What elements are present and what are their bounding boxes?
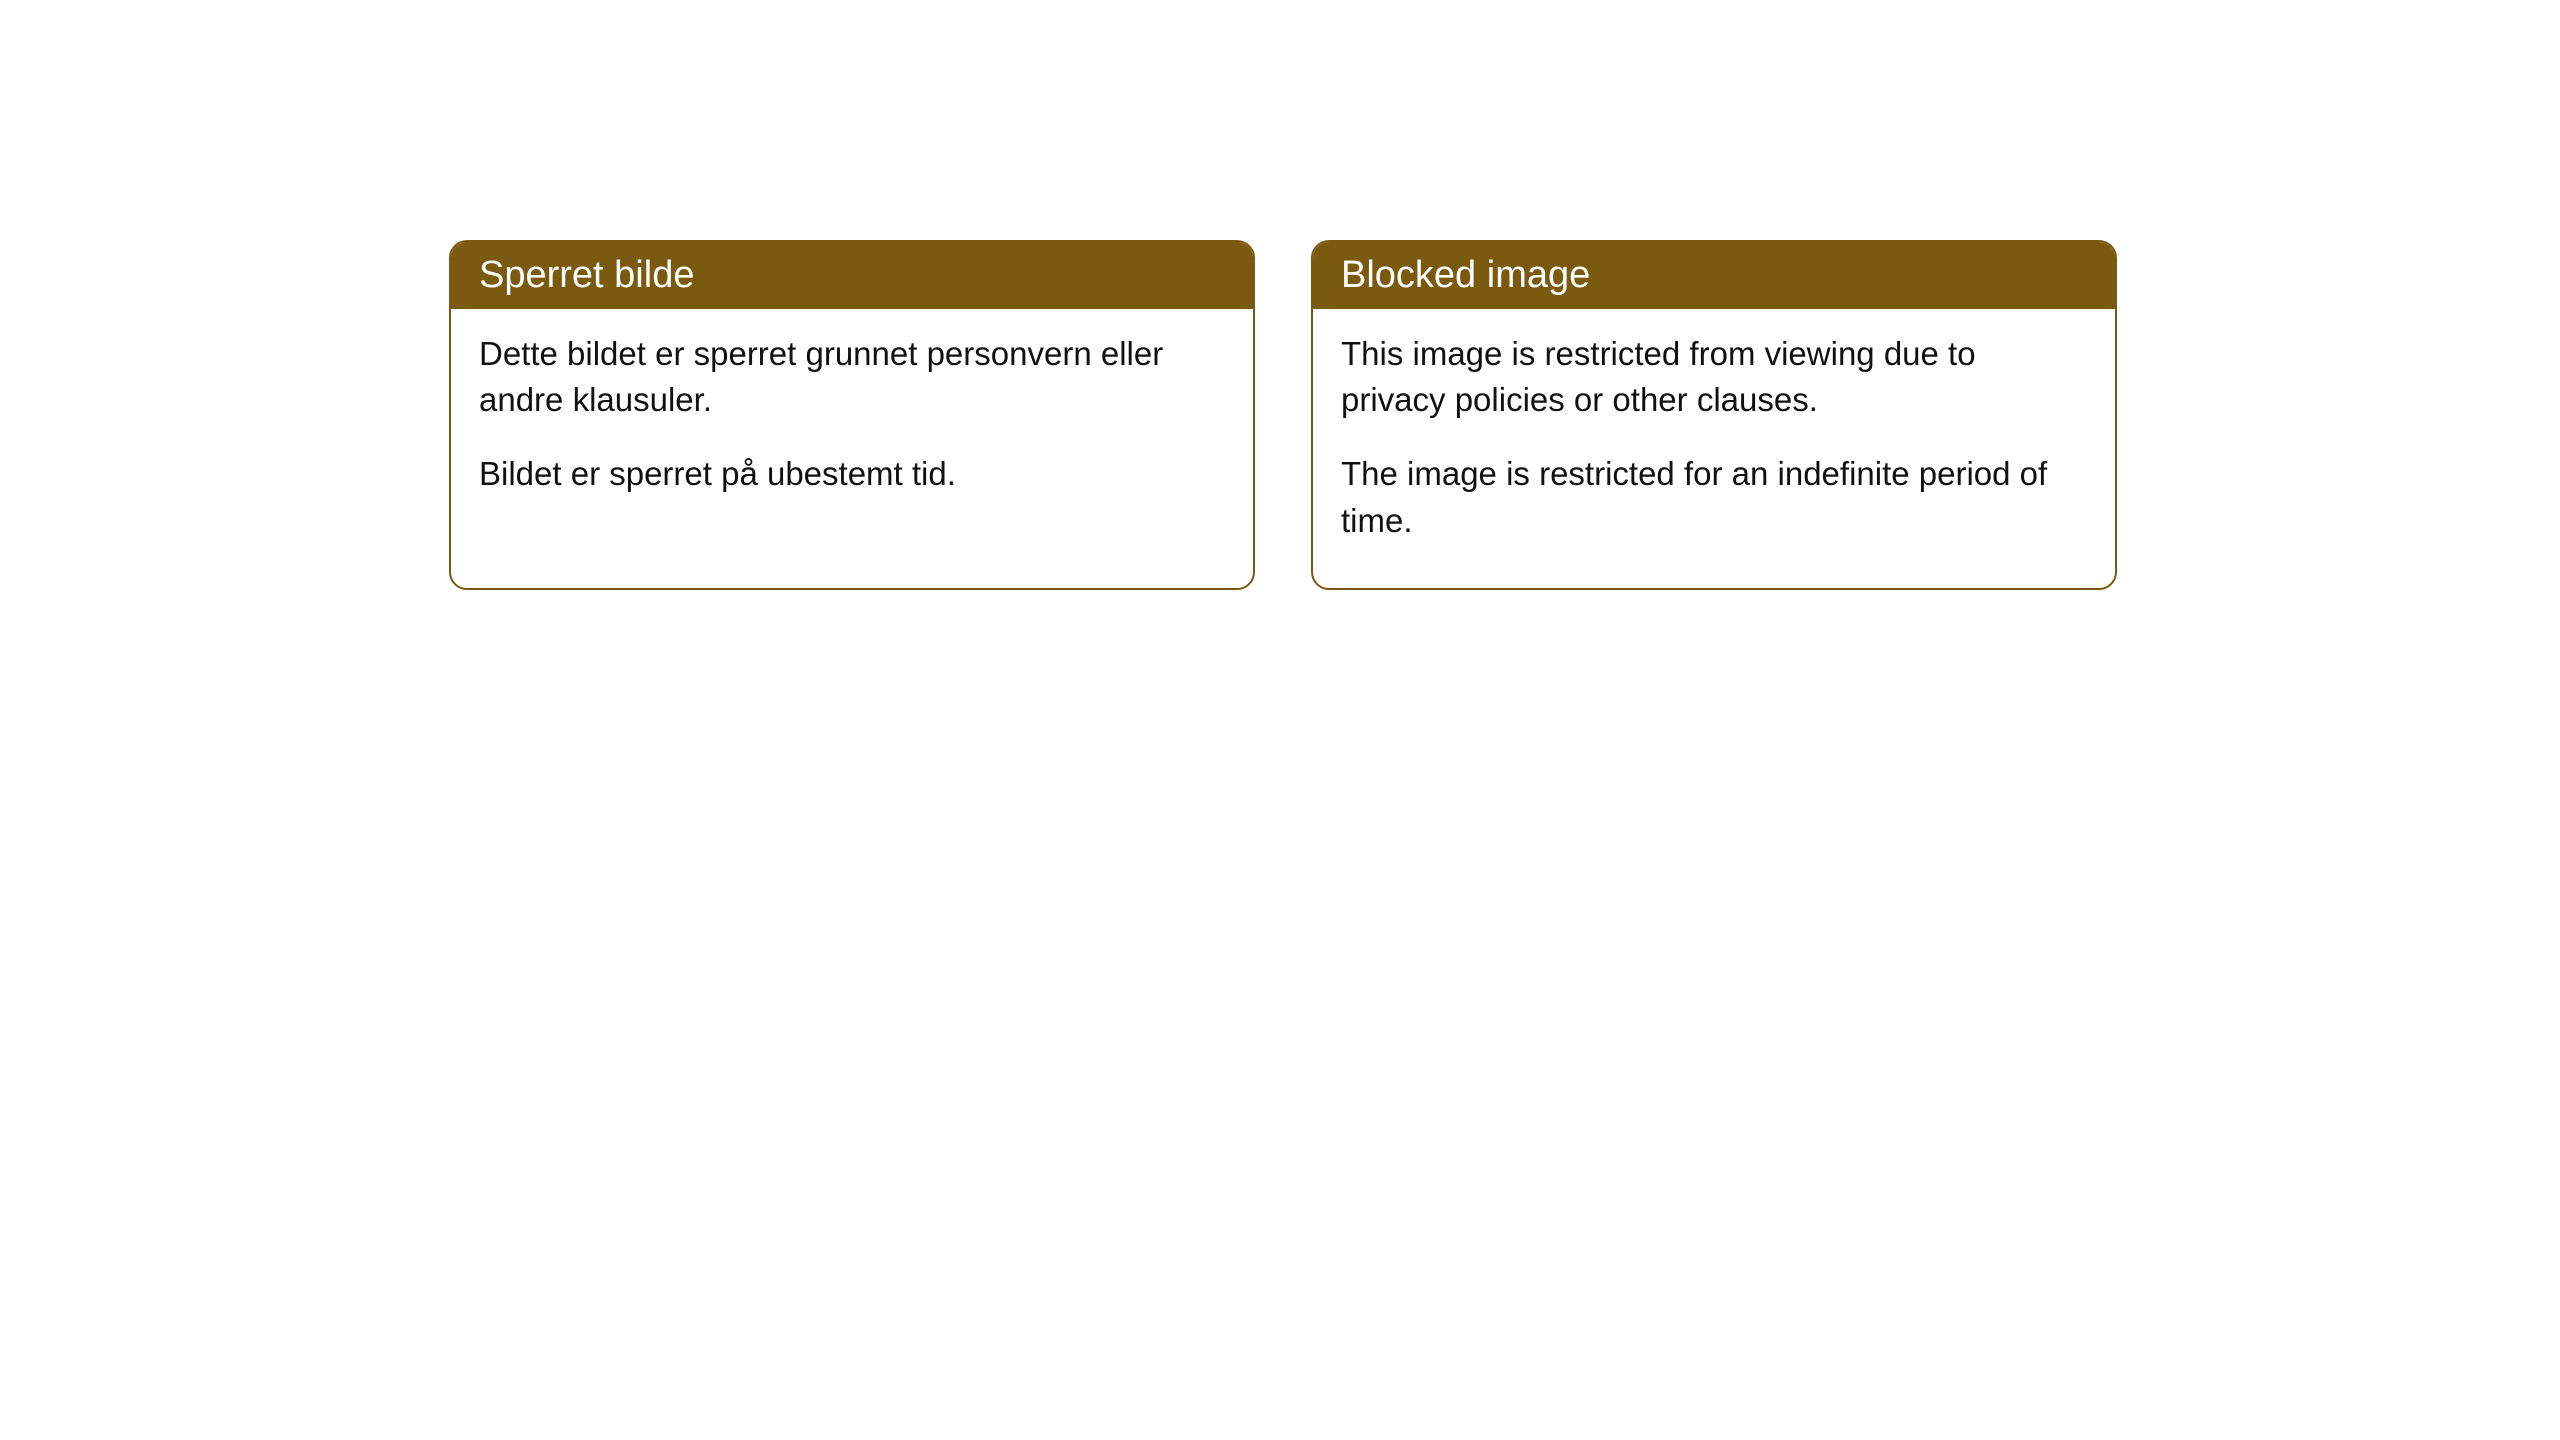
notice-card-english: Blocked image This image is restricted f… [1311, 240, 2117, 590]
card-title: Blocked image [1341, 254, 1590, 296]
card-header: Sperret bilde [451, 242, 1253, 309]
card-title: Sperret bilde [479, 254, 694, 296]
card-body: Dette bildet er sperret grunnet personve… [451, 309, 1253, 542]
notice-container: Sperret bilde Dette bildet er sperret gr… [449, 240, 2117, 590]
card-paragraph: This image is restricted from viewing du… [1341, 331, 2087, 423]
card-paragraph: Dette bildet er sperret grunnet personve… [479, 331, 1225, 423]
card-paragraph: The image is restricted for an indefinit… [1341, 451, 2087, 543]
card-paragraph: Bildet er sperret på ubestemt tid. [479, 451, 1225, 497]
notice-card-norwegian: Sperret bilde Dette bildet er sperret gr… [449, 240, 1255, 590]
card-header: Blocked image [1313, 242, 2115, 309]
card-body: This image is restricted from viewing du… [1313, 309, 2115, 588]
